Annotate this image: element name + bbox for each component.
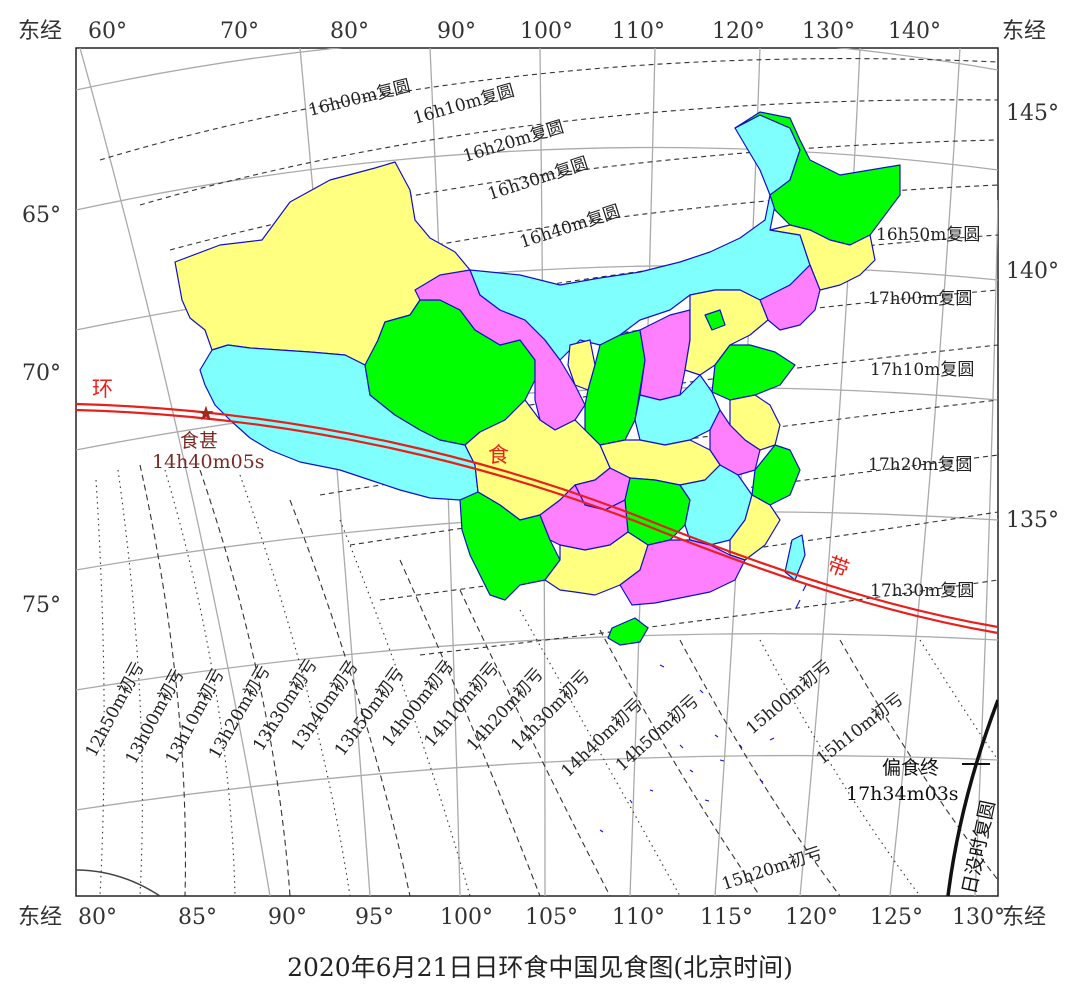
svg-text:85°: 85°	[178, 905, 217, 930]
bottom-axis: 东经 80° 85° 90° 95° 100° 105° 110° 115° 1…	[18, 905, 1046, 930]
svg-text:115°: 115°	[700, 905, 753, 930]
svg-text:80°: 80°	[78, 905, 117, 930]
fuyuan-label: 17h30m复圆	[870, 581, 974, 601]
partial-end-label: 偏食终	[882, 757, 939, 779]
svg-text:60°: 60°	[88, 19, 127, 44]
map-caption: 2020年6月21日日环食中国见食图(北京时间)	[287, 953, 793, 982]
province-taiwan	[784, 534, 806, 581]
fuyuan-label: 17h20m复圆	[868, 455, 972, 475]
svg-text:90°: 90°	[437, 19, 476, 44]
svg-text:125°: 125°	[870, 905, 923, 930]
svg-text:130°: 130°	[802, 19, 855, 44]
max-eclipse-time: 14h40m05s	[152, 451, 265, 473]
province-guizhou	[539, 484, 629, 551]
province-beijing	[704, 309, 726, 331]
band-label-eclipse: 食	[488, 443, 509, 467]
svg-text:70°: 70°	[22, 361, 61, 386]
sunset-curve	[946, 699, 998, 896]
china-provinces	[174, 111, 901, 646]
top-east-label-left: 东经	[18, 19, 62, 44]
meridian-lines	[79, 48, 998, 896]
svg-text:105°: 105°	[525, 905, 578, 930]
province-liaoning	[759, 264, 821, 331]
province-hainan	[607, 617, 649, 646]
fuyuan-label: 17h00m复圆	[868, 289, 972, 309]
svg-text:120°: 120°	[712, 19, 765, 44]
chukui-contours	[95, 464, 998, 896]
province-shanxi	[639, 309, 691, 401]
svg-text:65°: 65°	[22, 203, 61, 228]
svg-text:135°: 135°	[1006, 508, 1059, 533]
svg-text:110°: 110°	[612, 19, 665, 44]
bottom-east-label-left: 东经	[18, 905, 62, 930]
svg-text:70°: 70°	[220, 19, 259, 44]
svg-text:140°: 140°	[1006, 259, 1059, 284]
svg-text:95°: 95°	[355, 905, 394, 930]
fuyuan-label: 17h10m复圆	[870, 360, 974, 380]
max-eclipse-label: 食甚	[180, 430, 218, 452]
top-axis: 东经 60° 70° 80° 90° 100° 110° 120° 130° 1…	[18, 19, 1046, 44]
corner-arc	[76, 869, 161, 896]
svg-text:100°: 100°	[520, 19, 573, 44]
band-label-ring: 环	[92, 377, 113, 401]
right-axis: 145° 140° 135°	[1006, 101, 1059, 533]
svg-text:130°: 130°	[952, 905, 1005, 930]
svg-text:145°: 145°	[1006, 101, 1059, 126]
svg-text:90°: 90°	[268, 905, 307, 930]
partial-end-time: 17h34m03s	[846, 783, 959, 805]
svg-text:100°: 100°	[440, 905, 493, 930]
province-shandong	[711, 344, 796, 401]
bottom-east-label-right: 东经	[1002, 905, 1046, 930]
province-guangdong	[619, 539, 746, 606]
svg-text:80°: 80°	[330, 19, 369, 44]
left-axis: 65° 70° 75°	[22, 203, 61, 618]
svg-text:120°: 120°	[785, 905, 838, 930]
fuyuan-label: 16h50m复圆	[876, 225, 980, 245]
svg-text:140°: 140°	[888, 19, 941, 44]
province-fujian	[729, 494, 781, 561]
top-east-label-right: 东经	[1002, 19, 1046, 44]
svg-text:110°: 110°	[612, 905, 665, 930]
max-eclipse-star-icon: ★	[197, 401, 215, 425]
annular-eclipse-band	[76, 402, 998, 635]
south-sea-islands	[599, 584, 807, 833]
svg-text:75°: 75°	[22, 593, 61, 618]
